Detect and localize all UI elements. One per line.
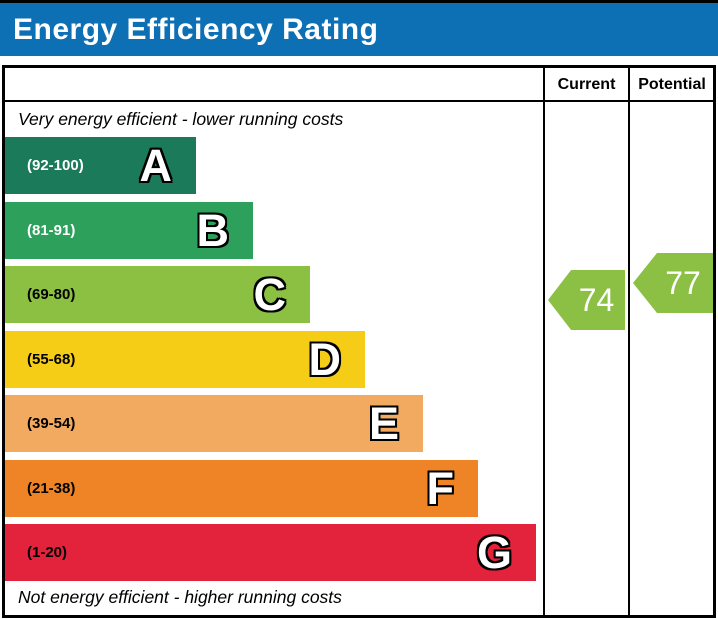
potential-rating-value: 77	[665, 264, 701, 301]
column-header-current: Current	[557, 76, 616, 93]
band-b: (81-91) B	[5, 202, 253, 259]
band-d-range: (55-68)	[27, 351, 76, 368]
band-e-range: (39-54)	[27, 415, 76, 432]
band-g: (1-20) G	[5, 524, 536, 581]
chart-title-bar: Energy Efficiency Rating	[0, 3, 718, 56]
band-b-letter: B	[196, 205, 230, 256]
band-g-range: (1-20)	[27, 544, 68, 561]
band-f-range: (21-38)	[27, 480, 76, 497]
band-d: (55-68) D	[5, 331, 365, 388]
caption-very-efficient: Very energy efficient - lower running co…	[18, 109, 344, 129]
band-g-letter: G	[476, 527, 512, 578]
band-f-letter: F	[426, 463, 455, 514]
band-a-range: (92-100)	[27, 157, 84, 174]
band-c: (69-80) C	[5, 266, 310, 323]
band-d-letter: D	[308, 334, 342, 385]
band-b-range: (81-91)	[27, 222, 76, 239]
band-f: (21-38) F	[5, 460, 478, 517]
caption-not-efficient: Not energy efficient - higher running co…	[18, 587, 342, 607]
column-divider-current-potential	[628, 65, 630, 618]
band-a-letter: A	[139, 140, 173, 191]
band-c-letter: C	[253, 269, 287, 320]
band-a: (92-100) A	[5, 137, 196, 194]
column-header-potential: Potential	[638, 76, 706, 93]
column-divider-main-current	[543, 65, 545, 618]
band-e: (39-54) E	[5, 395, 423, 452]
top-border-line	[0, 0, 718, 3]
header-row-divider	[2, 100, 716, 102]
band-e-letter: E	[368, 398, 399, 449]
page-title: Energy Efficiency Rating	[13, 12, 379, 46]
band-c-range: (69-80)	[27, 286, 76, 303]
current-rating-value: 74	[578, 281, 615, 318]
